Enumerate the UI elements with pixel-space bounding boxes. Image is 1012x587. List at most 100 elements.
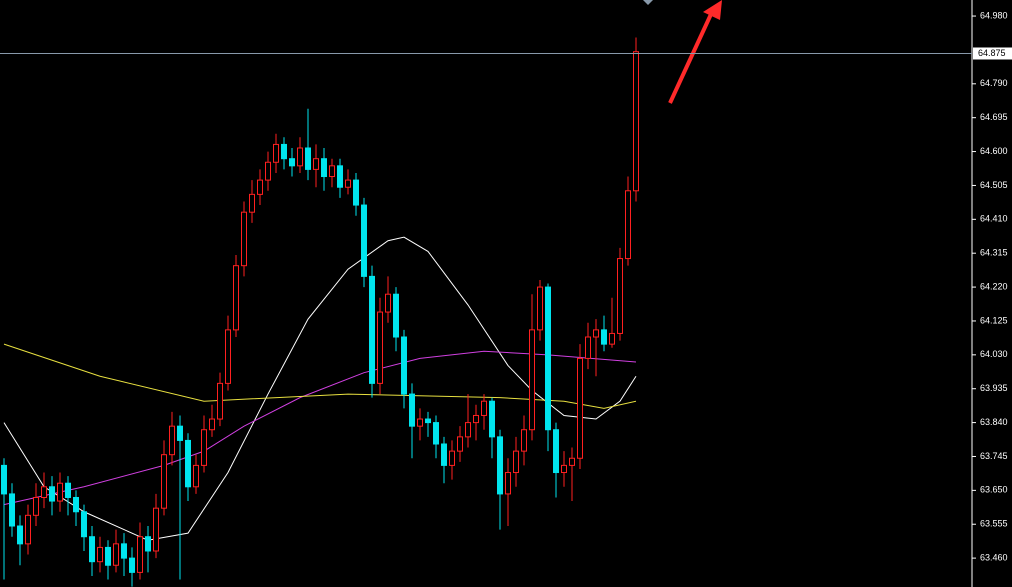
- candle-body: [297, 147, 303, 167]
- y-tick-label: 64.220: [980, 281, 1008, 291]
- last-price-box: [973, 47, 1012, 60]
- y-tick-label: 64.030: [980, 349, 1008, 359]
- candle-body: [129, 557, 135, 573]
- candle-body: [329, 165, 335, 178]
- candle-body: [73, 496, 79, 513]
- candle-body: [281, 143, 287, 160]
- candle-body: [601, 329, 607, 345]
- candle-body: [521, 429, 527, 452]
- candle-body: [337, 165, 343, 188]
- candle-body: [185, 439, 191, 488]
- candle-body: [289, 158, 295, 167]
- candle-body: [633, 51, 639, 192]
- y-tick-label: 63.935: [980, 383, 1008, 393]
- arrow-shaft: [668, 11, 714, 104]
- candle-body: [49, 486, 55, 502]
- candle-body: [241, 211, 247, 267]
- last-price-label: 64.875: [978, 48, 1006, 58]
- candle-body: [169, 425, 175, 456]
- candle-body: [481, 400, 487, 416]
- y-tick-label: 63.460: [980, 552, 1008, 562]
- candle-body: [505, 472, 511, 495]
- candle-body: [313, 158, 319, 170]
- moving-average: [3, 236, 637, 541]
- candle-body: [537, 286, 543, 331]
- candle-body: [441, 443, 447, 466]
- candle-body: [249, 193, 255, 213]
- y-tick-label: 64.125: [980, 315, 1008, 325]
- candle-body: [553, 429, 559, 474]
- y-tick-label: 64.980: [980, 10, 1008, 20]
- candle-body: [153, 507, 159, 552]
- candle-body: [593, 329, 599, 338]
- candle-body: [465, 422, 471, 438]
- candle-body: [177, 425, 183, 441]
- candle-body: [305, 147, 311, 170]
- candle-body: [353, 179, 359, 206]
- candle-body: [409, 393, 415, 427]
- y-tick-label: 63.745: [980, 451, 1008, 461]
- candle-body: [1, 464, 7, 495]
- y-tick-label: 64.695: [980, 112, 1008, 122]
- candle-body: [457, 436, 463, 452]
- candle-body: [513, 450, 519, 474]
- candle-body: [217, 382, 223, 420]
- candle-body: [473, 414, 479, 424]
- candle-body: [545, 286, 551, 431]
- candle-body: [393, 293, 399, 338]
- candle-body: [609, 332, 615, 345]
- candle-body: [121, 543, 127, 559]
- candle-body: [225, 329, 231, 384]
- candle-body: [89, 536, 95, 563]
- candle-body: [265, 161, 271, 181]
- y-tick-label: 64.600: [980, 146, 1008, 156]
- candle-body: [9, 493, 15, 527]
- candle-body: [417, 418, 423, 427]
- candle-body: [369, 275, 375, 384]
- candle-body: [433, 422, 439, 445]
- candle-body: [361, 204, 367, 277]
- candle-body: [401, 336, 407, 395]
- candle-body: [41, 486, 47, 498]
- y-tick-label: 64.505: [980, 180, 1008, 190]
- candle-body: [385, 293, 391, 313]
- candle-body: [57, 482, 63, 502]
- candle-body: [569, 457, 575, 466]
- candle-body: [625, 190, 631, 260]
- candle-body: [377, 311, 383, 384]
- y-tick-label: 63.840: [980, 417, 1008, 427]
- candle-body: [17, 525, 23, 545]
- candle-body: [561, 464, 567, 474]
- y-tick-label: 63.650: [980, 485, 1008, 495]
- candle-body: [97, 546, 103, 563]
- y-tick-label: 64.410: [980, 214, 1008, 224]
- candle-body: [233, 265, 239, 331]
- candle-body: [145, 536, 151, 552]
- candle-body: [617, 258, 623, 334]
- candle-body: [161, 454, 167, 509]
- candle-body: [65, 482, 71, 498]
- candle-body: [321, 158, 327, 178]
- candle-body: [193, 464, 199, 488]
- candle-body: [489, 400, 495, 438]
- candle-body: [529, 329, 535, 431]
- y-tick-label: 64.315: [980, 248, 1008, 258]
- y-tick-label: 63.555: [980, 519, 1008, 529]
- candle-body: [209, 418, 215, 431]
- y-tick-label: 64.790: [980, 78, 1008, 88]
- candle-body: [25, 514, 31, 545]
- candle-body: [81, 511, 87, 538]
- marker: [643, 0, 653, 5]
- candle-body: [105, 546, 111, 566]
- candle-body: [273, 143, 279, 163]
- arrow-head: [703, 0, 722, 20]
- candle-body: [449, 450, 455, 466]
- candle-body: [137, 536, 143, 573]
- candle-body: [585, 336, 591, 359]
- candle-body: [113, 543, 119, 566]
- candle-body: [201, 429, 207, 466]
- candle-body: [425, 418, 431, 424]
